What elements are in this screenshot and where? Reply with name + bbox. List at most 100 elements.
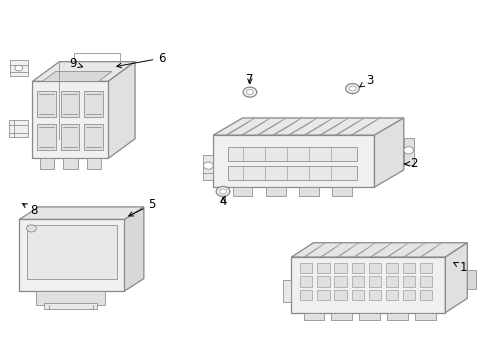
- Polygon shape: [445, 243, 467, 313]
- Polygon shape: [272, 118, 302, 135]
- Polygon shape: [42, 72, 112, 81]
- Bar: [334, 263, 346, 273]
- Polygon shape: [63, 158, 78, 169]
- Polygon shape: [37, 124, 56, 149]
- Polygon shape: [292, 257, 445, 313]
- Polygon shape: [37, 91, 56, 117]
- Bar: [403, 276, 415, 287]
- Polygon shape: [292, 243, 467, 257]
- Bar: [368, 276, 381, 287]
- Polygon shape: [19, 220, 124, 291]
- Polygon shape: [320, 243, 342, 257]
- Bar: [403, 290, 415, 300]
- Polygon shape: [420, 243, 442, 257]
- Polygon shape: [387, 243, 409, 257]
- Polygon shape: [374, 118, 404, 187]
- Polygon shape: [84, 124, 103, 149]
- Bar: [300, 263, 313, 273]
- Polygon shape: [304, 243, 326, 257]
- Polygon shape: [404, 138, 414, 165]
- Polygon shape: [403, 243, 425, 257]
- Bar: [9, 120, 28, 137]
- Bar: [351, 263, 364, 273]
- Bar: [386, 263, 398, 273]
- Polygon shape: [225, 118, 255, 135]
- Polygon shape: [40, 158, 54, 169]
- Polygon shape: [467, 270, 476, 289]
- Polygon shape: [319, 118, 348, 135]
- Circle shape: [345, 84, 359, 94]
- Text: 7: 7: [246, 73, 254, 86]
- Text: 5: 5: [129, 198, 156, 216]
- Polygon shape: [304, 313, 324, 320]
- Polygon shape: [337, 243, 359, 257]
- Circle shape: [220, 189, 226, 194]
- Polygon shape: [213, 135, 374, 187]
- Polygon shape: [350, 118, 380, 135]
- Text: 1: 1: [454, 261, 467, 274]
- Polygon shape: [124, 207, 144, 291]
- Bar: [228, 147, 357, 161]
- Bar: [403, 263, 415, 273]
- Polygon shape: [32, 81, 108, 158]
- Bar: [318, 290, 330, 300]
- Circle shape: [15, 65, 23, 71]
- Bar: [368, 263, 381, 273]
- Polygon shape: [415, 313, 436, 320]
- Bar: [228, 166, 357, 180]
- Polygon shape: [241, 118, 270, 135]
- Polygon shape: [359, 313, 380, 320]
- Polygon shape: [370, 243, 392, 257]
- Bar: [386, 290, 398, 300]
- Polygon shape: [26, 225, 117, 279]
- Bar: [334, 276, 346, 287]
- Polygon shape: [283, 280, 292, 302]
- Bar: [318, 263, 330, 273]
- Bar: [420, 276, 432, 287]
- Text: 4: 4: [219, 195, 227, 208]
- Polygon shape: [19, 207, 144, 220]
- Bar: [351, 276, 364, 287]
- Bar: [300, 290, 313, 300]
- Polygon shape: [213, 118, 404, 135]
- Polygon shape: [288, 118, 318, 135]
- Circle shape: [26, 225, 36, 232]
- Polygon shape: [61, 91, 79, 117]
- Bar: [386, 276, 398, 287]
- Bar: [368, 290, 381, 300]
- Text: 3: 3: [360, 74, 373, 87]
- Circle shape: [246, 90, 253, 95]
- Polygon shape: [353, 243, 375, 257]
- Circle shape: [203, 162, 213, 169]
- Bar: [334, 290, 346, 300]
- Circle shape: [216, 186, 230, 197]
- Polygon shape: [304, 118, 333, 135]
- Polygon shape: [203, 155, 213, 180]
- Bar: [300, 276, 313, 287]
- Polygon shape: [266, 187, 286, 196]
- Circle shape: [404, 147, 414, 154]
- Text: 9: 9: [69, 57, 83, 70]
- Text: 8: 8: [23, 203, 38, 217]
- Bar: [420, 290, 432, 300]
- Polygon shape: [108, 62, 135, 158]
- Polygon shape: [84, 91, 103, 117]
- Polygon shape: [299, 187, 319, 196]
- Bar: [10, 60, 27, 76]
- Polygon shape: [36, 291, 105, 305]
- Circle shape: [243, 87, 257, 97]
- Bar: [351, 290, 364, 300]
- Polygon shape: [87, 158, 101, 169]
- Polygon shape: [233, 187, 252, 196]
- Bar: [318, 276, 330, 287]
- Polygon shape: [331, 313, 352, 320]
- Polygon shape: [44, 303, 98, 309]
- Polygon shape: [61, 124, 79, 149]
- Polygon shape: [387, 313, 408, 320]
- Polygon shape: [332, 187, 352, 196]
- Polygon shape: [335, 118, 364, 135]
- Circle shape: [349, 86, 356, 91]
- Polygon shape: [257, 118, 286, 135]
- Bar: [420, 263, 432, 273]
- Polygon shape: [32, 62, 135, 81]
